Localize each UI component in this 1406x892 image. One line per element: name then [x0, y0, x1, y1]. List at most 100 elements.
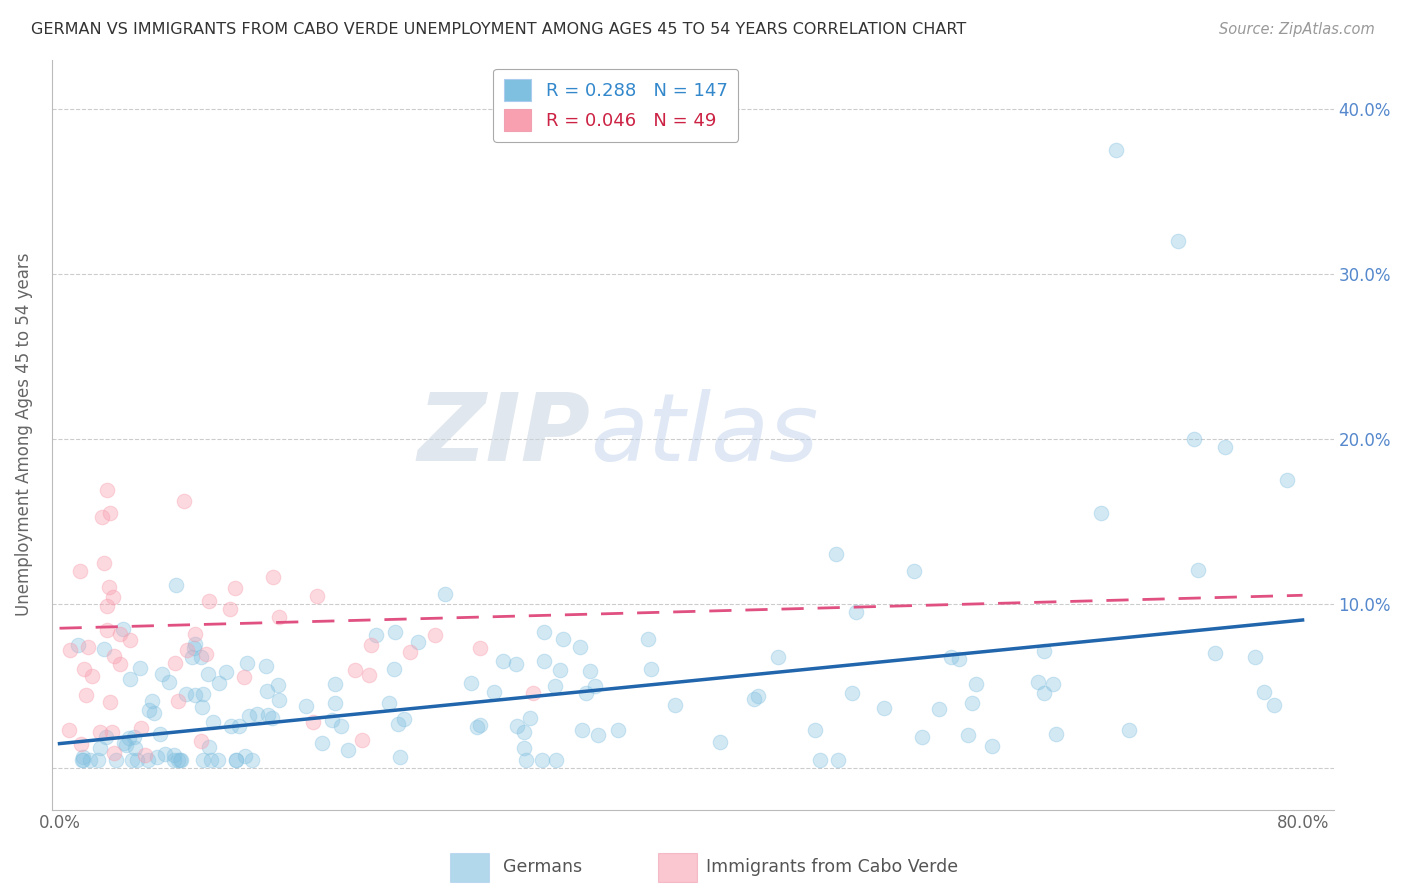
Point: [96, 623, 118, 637]
Point: [80, 669, 103, 683]
Point: [224, 581, 246, 595]
Point: [169, 753, 191, 767]
Point: [640, 662, 662, 676]
Point: [522, 685, 544, 699]
Point: [89, 740, 111, 755]
Point: [965, 677, 987, 691]
Point: [506, 718, 529, 732]
Point: [515, 753, 537, 767]
Point: [98, 580, 121, 594]
Point: [79, 753, 101, 767]
Point: [384, 625, 406, 640]
Point: [388, 749, 411, 764]
Point: [434, 587, 457, 601]
Point: [544, 753, 567, 767]
Point: [93, 641, 115, 656]
Point: [129, 721, 152, 735]
Point: [1263, 698, 1285, 712]
Point: [198, 594, 221, 608]
Point: [59, 643, 82, 657]
Point: [571, 723, 593, 737]
Point: [174, 687, 197, 701]
Point: [93, 556, 115, 570]
Point: [387, 716, 409, 731]
Point: [70, 753, 93, 767]
Point: [254, 659, 277, 673]
Point: [70, 737, 93, 751]
Point: [75, 688, 97, 702]
Point: [519, 711, 541, 725]
Point: [548, 663, 571, 677]
Point: [215, 665, 238, 679]
Point: [583, 679, 606, 693]
Point: [873, 700, 896, 714]
Point: [118, 731, 141, 745]
Point: [321, 714, 343, 728]
Point: [163, 753, 186, 767]
Point: [747, 689, 769, 703]
Point: [145, 750, 167, 764]
Point: [218, 602, 240, 616]
Point: [399, 645, 422, 659]
Point: [962, 696, 984, 710]
Point: [183, 641, 205, 656]
Point: [928, 701, 950, 715]
Text: atlas: atlas: [591, 389, 818, 480]
Point: [236, 656, 259, 670]
Point: [357, 668, 380, 682]
Point: [111, 622, 134, 636]
Point: [235, 748, 257, 763]
Point: [766, 649, 789, 664]
Point: [606, 723, 628, 738]
Point: [804, 723, 827, 737]
Point: [1105, 143, 1128, 157]
Point: [197, 667, 219, 681]
Point: [103, 590, 125, 604]
Point: [575, 686, 598, 700]
Point: [470, 641, 492, 656]
Point: [360, 638, 382, 652]
Point: [118, 632, 141, 647]
Point: [76, 640, 98, 654]
Point: [637, 632, 659, 646]
FancyBboxPatch shape: [658, 854, 697, 881]
Point: [207, 753, 229, 767]
Point: [311, 736, 333, 750]
Point: [378, 696, 401, 710]
Point: [96, 483, 118, 497]
Point: [233, 670, 256, 684]
Point: [129, 660, 152, 674]
Legend: R = 0.288   N = 147, R = 0.046   N = 49: R = 0.288 N = 147, R = 0.046 N = 49: [494, 69, 738, 142]
Point: [841, 686, 863, 700]
Point: [742, 692, 765, 706]
Point: [190, 699, 212, 714]
Point: [98, 506, 121, 520]
Point: [108, 657, 131, 672]
Point: [1042, 677, 1064, 691]
Point: [124, 741, 146, 756]
Point: [269, 693, 291, 707]
Point: [329, 719, 352, 733]
Point: [257, 708, 280, 723]
Point: [948, 652, 970, 666]
Point: [1182, 432, 1205, 446]
Point: [578, 665, 600, 679]
Point: [127, 753, 149, 767]
Point: [302, 714, 325, 729]
Point: [709, 735, 731, 749]
Point: [825, 547, 848, 561]
Point: [225, 753, 247, 767]
Point: [103, 648, 125, 663]
Point: [505, 657, 527, 671]
Point: [246, 706, 269, 721]
Point: [173, 494, 195, 508]
Point: [911, 730, 934, 744]
Point: [98, 695, 121, 709]
Point: [1204, 646, 1226, 660]
Point: [323, 677, 346, 691]
Point: [87, 753, 110, 767]
Point: [138, 703, 160, 717]
Point: [492, 654, 515, 668]
Point: [1167, 234, 1189, 248]
Point: [423, 628, 446, 642]
